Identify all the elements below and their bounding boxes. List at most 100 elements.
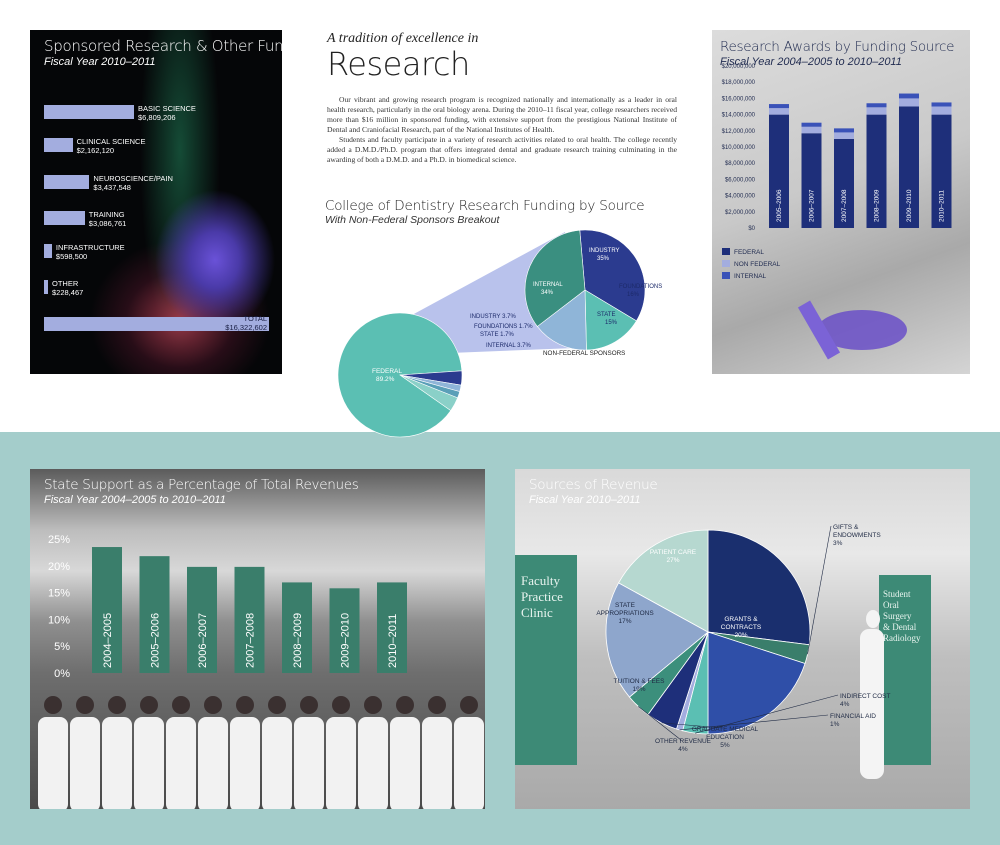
awards-bar-segment	[899, 93, 919, 99]
awards-x-tick: 2006–2007	[809, 189, 816, 222]
sign-right-line: & Dental	[883, 622, 917, 632]
funding-category: INFRASTRUCTURE	[55, 243, 125, 252]
student-oral-sign: Student Oral Surgery & Dental Radiology	[879, 575, 931, 765]
graduate-coat	[70, 717, 100, 809]
awards-legend-swatch	[722, 260, 730, 267]
awards-y-tick: $6,000,000	[725, 177, 756, 183]
state-x-tick: 2009–2010	[340, 613, 352, 668]
dentistry-slice-label: FOUNDATIONS 1.7%	[474, 324, 533, 330]
state-x-tick: 2004–2005	[102, 613, 114, 668]
funding-value: $598,500	[55, 252, 88, 261]
state-x-tick: 2005–2006	[150, 613, 162, 668]
graduate-head	[460, 696, 478, 714]
graduate-head	[364, 696, 382, 714]
revenue-slice-value: 4%	[678, 746, 688, 753]
sign-left-line: Practice	[521, 589, 563, 604]
breakout-slice-label: STATE	[597, 312, 615, 318]
awards-bar-segment	[899, 98, 919, 107]
funding-category: TOTAL	[243, 314, 267, 323]
research-intro: A tradition of excellence in Research Ou…	[327, 31, 677, 165]
revenue-leader-line	[637, 706, 682, 741]
revenue-slice-label: ENDOWMENTS	[833, 532, 881, 539]
funding-category: TRAINING	[88, 210, 125, 219]
awards-x-tick: 2005–2006	[776, 189, 783, 222]
funding-bar-label: BASIC SCIENCE $6,809,206	[138, 104, 196, 122]
revenue-slice-value: 5%	[720, 742, 730, 749]
revenue-slice-label: GRADUATE MEDICAL	[692, 726, 759, 733]
sign-left-line: Clinic	[521, 605, 553, 620]
research-title: Research	[327, 45, 470, 83]
graduate-head	[236, 696, 254, 714]
awards-title: Research Awards by Funding Source	[720, 39, 955, 55]
state-y-tick: 25%	[48, 534, 70, 546]
revenue-slice-label: CONTRACTS	[721, 624, 762, 631]
revenue-slice-label: FINANCIAL AID	[830, 713, 876, 720]
awards-bar-segment	[769, 104, 789, 109]
sponsored-research-panel: Sponsored Research & Other Funding Fisca…	[30, 30, 282, 374]
student-oral-sign-text: Student Oral Surgery & Dental Radiology	[883, 589, 921, 644]
awards-bar-segment	[866, 114, 887, 228]
revenue-slice-value: 3%	[833, 540, 843, 547]
awards-bar-segment	[801, 126, 822, 134]
awards-bar-segment	[931, 114, 952, 228]
state-y-tick: 20%	[48, 561, 70, 573]
graduate-head	[300, 696, 318, 714]
graduate-coat	[454, 717, 484, 809]
graduate-coat	[390, 717, 420, 809]
awards-bar-segment	[801, 122, 822, 127]
walking-figure-body	[860, 629, 884, 779]
research-para-1: Our vibrant and growing research program…	[327, 95, 677, 134]
awards-bar-segment	[931, 106, 952, 115]
awards-bar-segment	[801, 133, 822, 228]
funding-value: $228,467	[52, 288, 84, 297]
dentistry-subtitle: With Non-Federal Sponsors Breakout	[325, 214, 500, 226]
awards-y-tick: $14,000,000	[722, 113, 756, 119]
graduate-head	[108, 696, 126, 714]
state-bar	[139, 556, 170, 673]
breakout-caption: NON-FEDERAL SPONSORS	[543, 350, 625, 357]
revenue-leader-line	[679, 714, 829, 731]
dentistry-slice-label: STATE 1.7%	[480, 332, 514, 338]
walking-figure-head	[866, 610, 880, 628]
graduate-head	[428, 696, 446, 714]
revenue-subtitle: Fiscal Year 2010–2011	[529, 494, 641, 506]
revenue-slice-label: TUITION & FEES	[614, 678, 666, 685]
awards-x-tick: 2007–2008	[841, 189, 848, 222]
breakout-slice-value: 35%	[597, 256, 610, 262]
funding-bar	[44, 280, 48, 294]
dentistry-slice-label: INDUSTRY 3.7%	[470, 314, 516, 320]
revenue-slice-value: 1%	[830, 721, 840, 728]
awards-y-tick: $4,000,000	[725, 194, 756, 200]
funding-category: BASIC SCIENCE	[138, 104, 196, 113]
research-awards-panel: Research Awards by Funding Source Fiscal…	[712, 30, 970, 374]
awards-bar-segment	[834, 128, 854, 133]
graduate-head	[44, 696, 62, 714]
awards-legend-label: INTERNAL	[734, 273, 767, 280]
graduate-head	[204, 696, 222, 714]
funding-bar-label: TRAINING $3,086,761	[89, 210, 127, 228]
revenue-pie-slice	[707, 529, 811, 646]
funding-bar-label: NEUROSCIENCE/PAIN $3,437,548	[93, 174, 172, 192]
awards-bar-segment	[899, 106, 919, 228]
awards-y-tick: $12,000,000	[722, 129, 756, 135]
awards-subtitle: Fiscal Year 2004–2005 to 2010–2011	[720, 56, 902, 68]
dentistry-slice-label: FEDERAL	[372, 368, 402, 375]
revenue-title: Sources of Revenue	[529, 477, 658, 493]
state-title: State Support as a Percentage of Total R…	[44, 477, 359, 493]
revenue-slice-label: GRANTS &	[724, 616, 758, 623]
awards-bar-segment	[834, 138, 854, 228]
dentistry-slice-label: INTERNAL 3.7%	[486, 343, 531, 349]
state-subtitle: Fiscal Year 2004–2005 to 2010–2011	[44, 494, 226, 506]
funding-value: $2,162,120	[76, 146, 115, 155]
sign-right-line: Surgery	[883, 611, 912, 621]
awards-x-tick: 2008–2009	[874, 189, 881, 222]
state-bar	[92, 547, 122, 673]
graduate-coat	[422, 717, 452, 809]
breakout-slice-label: INDUSTRY	[589, 248, 620, 254]
awards-y-tick: $10,000,000	[722, 145, 756, 151]
graduate-coat	[294, 717, 324, 809]
graduate-head	[396, 696, 414, 714]
awards-y-tick: $2,000,000	[725, 210, 756, 216]
breakout-slice-value: 15%	[605, 320, 618, 326]
